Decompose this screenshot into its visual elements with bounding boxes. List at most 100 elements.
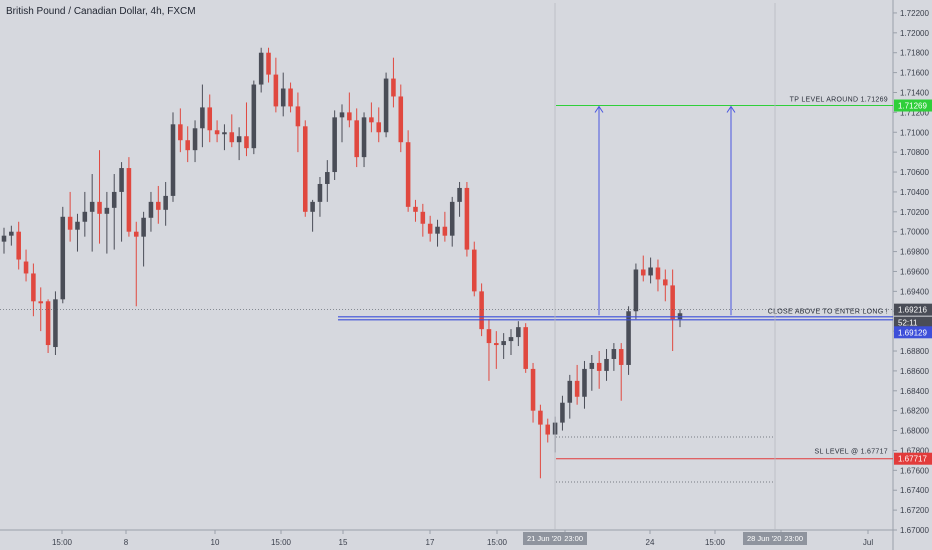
candle-body	[427, 223, 433, 234]
price-tick-label: 1.72000	[900, 29, 929, 38]
candle-body	[273, 74, 279, 107]
range-end-tag-bg	[743, 532, 807, 545]
candle-body	[192, 128, 198, 151]
price-tick-label: 1.70200	[900, 208, 929, 217]
time-tick-label: 8	[124, 538, 129, 547]
candle-body	[663, 279, 668, 286]
candle-body	[244, 136, 249, 149]
candle-body	[655, 267, 661, 280]
price-tick-label: 1.67200	[900, 506, 929, 515]
candle-body	[280, 88, 286, 107]
price-tick-label: 1.67600	[900, 466, 929, 475]
entry-price-tag: 1.69129	[898, 328, 927, 337]
price-tick-label: 1.69600	[900, 267, 929, 276]
sl-price-tag-bg	[894, 452, 932, 465]
candle-body	[236, 136, 242, 143]
candle-body	[626, 311, 631, 365]
entry-annotation: CLOSE ABOVE TO ENTER LONG !	[768, 308, 888, 315]
candle-body	[97, 201, 102, 214]
candle-body	[633, 269, 639, 312]
candle-body	[354, 120, 359, 158]
price-tick-label: 1.71000	[900, 128, 929, 137]
candle-body	[266, 52, 271, 75]
price-tick-label: 1.70800	[900, 148, 929, 157]
candle-body	[618, 349, 624, 365]
target-arrow-head	[594, 105, 604, 113]
candle-body	[60, 216, 66, 300]
countdown-tag-bg	[894, 316, 932, 329]
candle-body	[141, 217, 146, 237]
time-tick-label: 17	[426, 538, 435, 547]
price-tick-label: 1.70400	[900, 188, 929, 197]
price-scale[interactable]: 1.72200 1.72000 1.71800 1.71600 1.71400 1.712…	[892, 0, 932, 550]
candle-body	[523, 327, 528, 369]
countdown-tag: 52:11	[898, 319, 918, 328]
candle-body	[75, 221, 80, 230]
time-tick-label: 15	[339, 538, 348, 547]
entry-price-tag-bg	[894, 326, 932, 339]
candle-body	[302, 126, 308, 212]
candle-body	[457, 187, 462, 202]
candle-body	[435, 226, 440, 234]
candle-body	[23, 261, 29, 274]
candle-body	[258, 52, 264, 85]
sl-annotation: SL LEVEL @ 1.67717	[815, 449, 888, 456]
price-tick-label: 1.68800	[900, 347, 929, 356]
candle-body	[486, 329, 492, 344]
candle-body	[111, 191, 117, 208]
price-tick-label: 1.71400	[900, 88, 929, 97]
candle-body	[119, 168, 124, 192]
drawings[interactable]: CLOSE ABOVE TO ENTER LONG ! TP LEVEL AROU…	[0, 3, 893, 530]
range-start-tag-bg	[523, 532, 587, 545]
candle-body	[38, 301, 44, 304]
candle-body	[104, 207, 110, 214]
candle-body	[325, 172, 330, 184]
candle-body	[295, 106, 301, 127]
candle-body	[310, 201, 315, 212]
candle-body	[251, 84, 257, 149]
candle-body	[214, 130, 220, 135]
candle-body	[464, 187, 470, 250]
candle-body	[185, 140, 190, 151]
candle-body	[611, 349, 617, 359]
candle-body	[398, 96, 404, 143]
current-price-tag-bg	[894, 303, 932, 316]
candle-body	[148, 201, 154, 218]
tp-price-tag-bg	[894, 99, 932, 112]
candle-body	[574, 380, 580, 397]
candle-body	[207, 107, 213, 131]
tp-price-tag: 1.71269	[898, 102, 927, 111]
candle-body	[670, 285, 675, 320]
candle-body	[596, 362, 602, 371]
price-tick-label: 1.68200	[900, 407, 929, 416]
candle-body	[648, 267, 653, 276]
candle-body	[200, 107, 205, 129]
candle-body	[288, 88, 293, 107]
price-tick-label: 1.68000	[900, 427, 929, 436]
candle-body	[347, 112, 352, 121]
range-start-tag-date: 21 Jun '20	[527, 534, 561, 543]
price-tick-label: 1.67400	[900, 486, 929, 495]
candle-body	[170, 124, 176, 196]
time-tick-label: 24	[646, 538, 655, 547]
price-tick-label: 1.72200	[900, 9, 929, 18]
range-end-tag-date: 28 Jun '20	[747, 534, 781, 543]
candle-body	[479, 291, 484, 330]
candle-body	[405, 142, 411, 207]
candle-body	[9, 231, 14, 236]
candle-body	[501, 341, 506, 346]
price-tick-label: 1.71600	[900, 69, 929, 78]
time-tick-label: 10	[211, 538, 220, 547]
time-tick-label: 15:00	[271, 538, 292, 547]
range-end-tag-time: 23:00	[784, 534, 803, 543]
tp-annotation: TP LEVEL AROUND 1.71269	[790, 97, 888, 104]
price-tick-label: 1.69800	[900, 248, 929, 257]
candle-body	[640, 269, 646, 276]
candle-body	[677, 313, 683, 320]
candle-body	[413, 206, 418, 212]
candle-body	[156, 201, 161, 210]
current-price-tag: 1.69216	[898, 306, 927, 315]
